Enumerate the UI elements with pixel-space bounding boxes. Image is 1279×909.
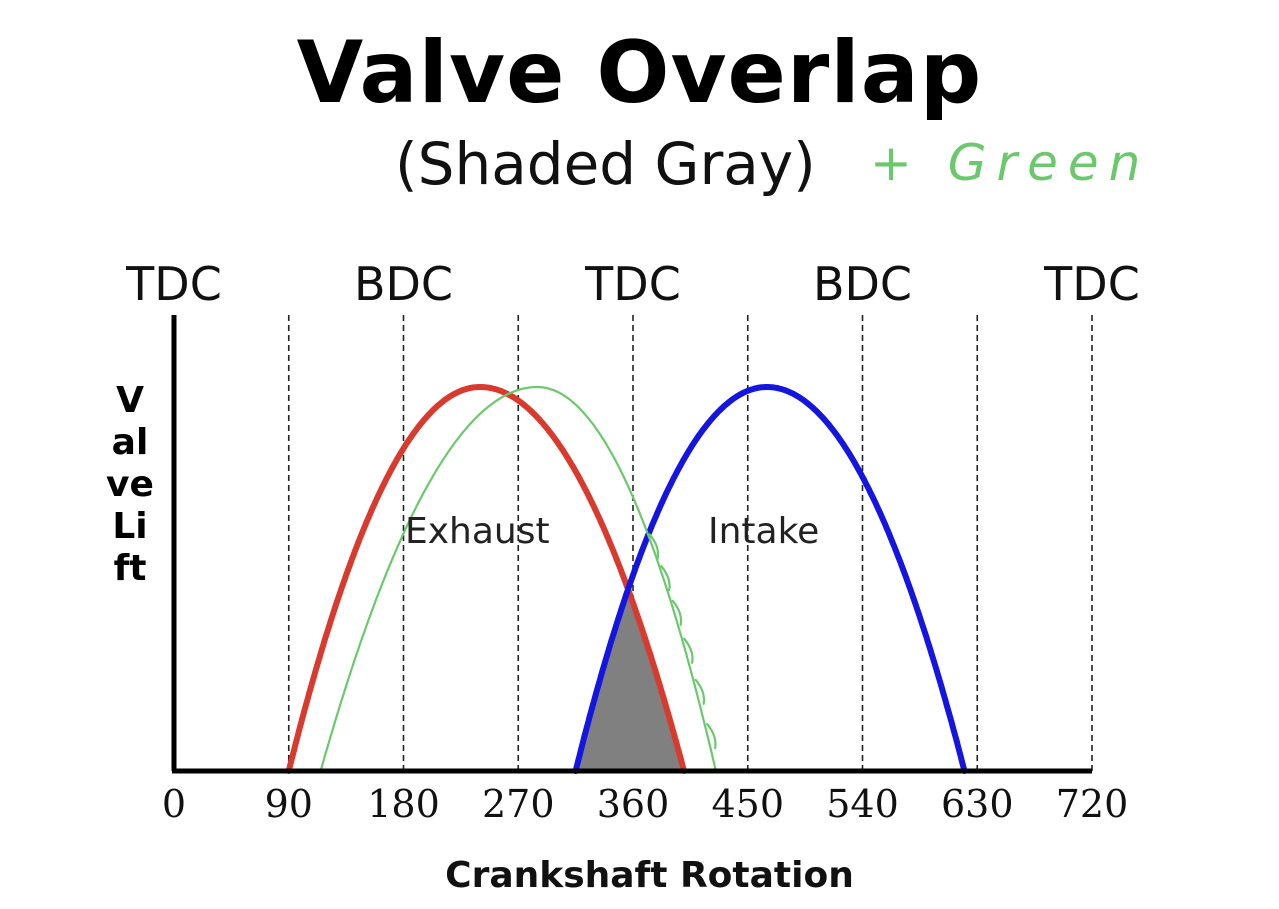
handwritten-annotation: + Green [870,134,1151,192]
x-tick-label-540: 540 [826,782,899,826]
x-tick-label-720: 720 [1056,782,1129,826]
x-tick-label-360: 360 [597,782,670,826]
y-axis-label: Valve Lift [106,380,154,589]
overlap-shaded-region [575,589,684,771]
x-tick-label-90: 90 [265,782,313,826]
hatch-stroke [683,637,694,664]
x-tick-label-180: 180 [367,782,440,826]
x-tick-label-270: 270 [482,782,555,826]
hatch-stroke [671,599,683,626]
phase-label-tdc-360: TDC [584,257,681,311]
x-axis-label: Crankshaft Rotation [445,855,854,896]
phase-label-tdc-0: TDC [125,257,222,311]
x-tick-label-630: 630 [941,782,1014,826]
phase-label-bdc-540: BDC [813,257,912,311]
x-tick-label-0: 0 [162,782,186,826]
chart-title: Valve Overlap [296,23,983,123]
x-tick-label-450: 450 [711,782,784,826]
series-line-exhaust [285,384,687,774]
chart-subtitle: (Shaded Gray) [395,130,816,198]
phase-label-bdc-180: BDC [354,257,453,311]
series-line-intake [572,384,968,774]
hatch-stroke [660,565,671,592]
hatch-stroke [706,723,717,750]
hatch-stroke [648,533,660,560]
hatch-stroke [694,678,706,705]
phase-label-tdc-720: TDC [1043,257,1140,311]
series-label-exhaust: Exhaust [405,511,550,552]
hand-drawn-green-curve [319,385,717,773]
series-label-intake: Intake [708,511,819,552]
